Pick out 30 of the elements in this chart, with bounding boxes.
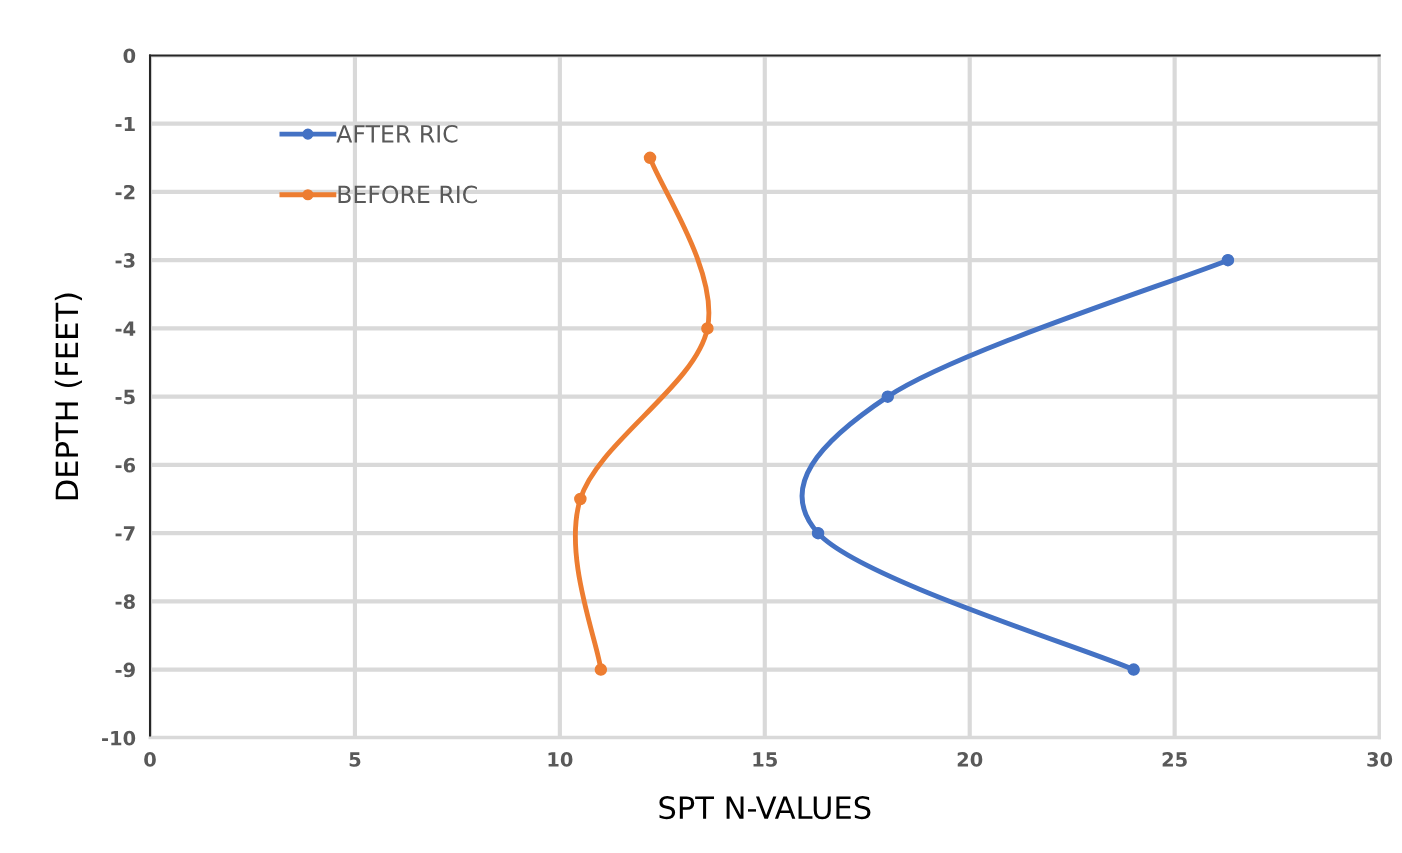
y-tick-label: -7 (115, 526, 135, 541)
y-tick-label: -1 (115, 116, 135, 132)
point (1127, 663, 1140, 676)
y-tick-label: -5 (115, 389, 135, 405)
y-tick-label: -10 (102, 730, 136, 746)
y-tick-label: 0 (123, 48, 136, 64)
y-tick-label: -8 (115, 594, 135, 610)
x-axis-title: SPT N-VALUES (659, 796, 871, 820)
point (643, 151, 657, 165)
y-tick-label: -3 (115, 253, 135, 268)
point (701, 322, 714, 335)
point (594, 663, 608, 676)
y-tick-label: -4 (115, 321, 136, 336)
x-tick-label: 20 (957, 752, 983, 767)
point (881, 390, 894, 403)
legend-label: BEFORE RIC (338, 185, 477, 204)
legend-label: AFTER RIC (336, 124, 458, 143)
x-tick-label: 0 (144, 752, 156, 767)
y-axis-title: DEPTH (FEET) (54, 293, 83, 500)
y-tick-label: -2 (115, 184, 135, 200)
point (574, 492, 587, 506)
x-tick-label: 25 (1162, 752, 1187, 767)
point (1221, 253, 1235, 267)
x-tick-label: 5 (349, 752, 361, 767)
x-tick-label: 15 (753, 752, 777, 767)
y-tick-label: -6 (115, 457, 136, 473)
x-tick-label: 10 (548, 752, 573, 767)
y-tick-label: -9 (115, 662, 135, 678)
point (811, 526, 825, 540)
x-tick-label: 30 (1367, 752, 1393, 767)
